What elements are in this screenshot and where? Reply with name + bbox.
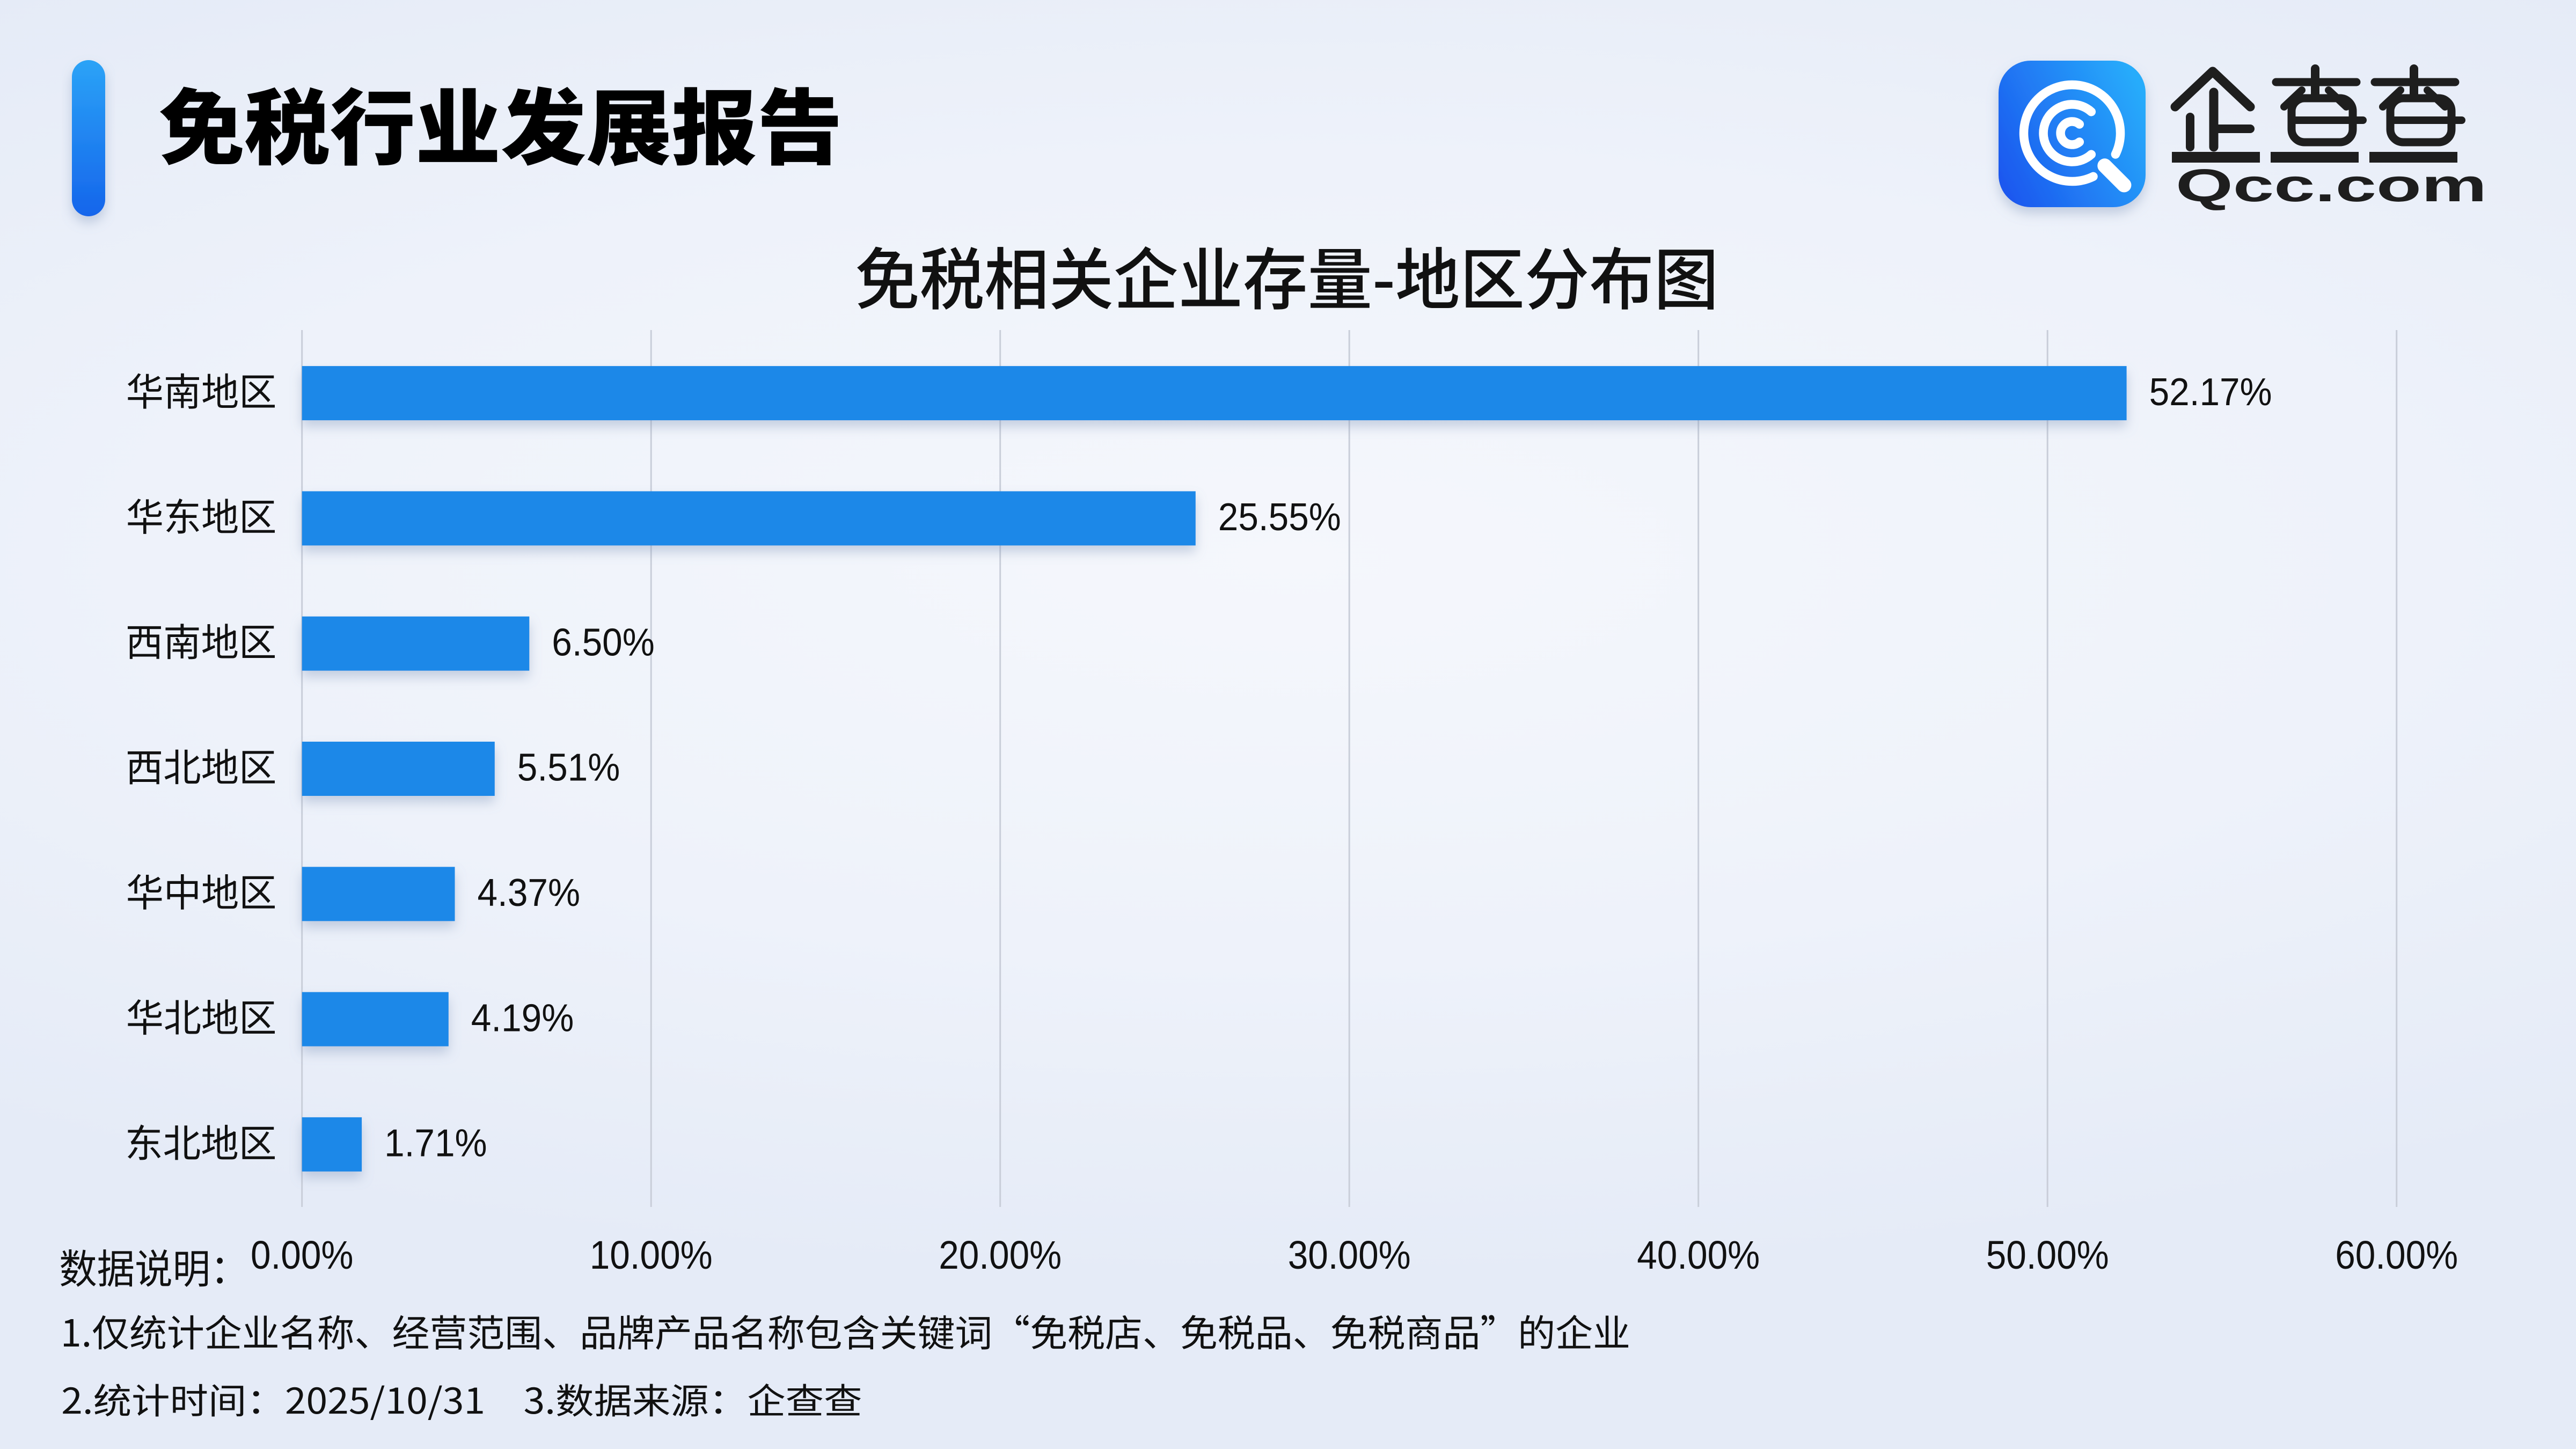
- svg-text:0.00%: 0.00%: [251, 1233, 354, 1277]
- svg-text:4.19%: 4.19%: [471, 997, 574, 1040]
- svg-text:50.00%: 50.00%: [1986, 1233, 2109, 1277]
- svg-text:25.55%: 25.55%: [1218, 496, 1341, 539]
- svg-text:60.00%: 60.00%: [2335, 1233, 2458, 1277]
- svg-text:52.17%: 52.17%: [2149, 371, 2272, 414]
- svg-text:20.00%: 20.00%: [939, 1233, 1062, 1277]
- svg-text:10.00%: 10.00%: [590, 1233, 713, 1277]
- svg-text:30.00%: 30.00%: [1288, 1233, 1411, 1277]
- svg-text:6.50%: 6.50%: [552, 621, 655, 664]
- svg-text:40.00%: 40.00%: [1637, 1233, 1760, 1277]
- svg-text:Qcc.com: Qcc.com: [2176, 160, 2487, 211]
- svg-text:4.37%: 4.37%: [478, 872, 581, 914]
- svg-text:5.51%: 5.51%: [517, 747, 620, 789]
- svg-text:1.71%: 1.71%: [384, 1122, 487, 1165]
